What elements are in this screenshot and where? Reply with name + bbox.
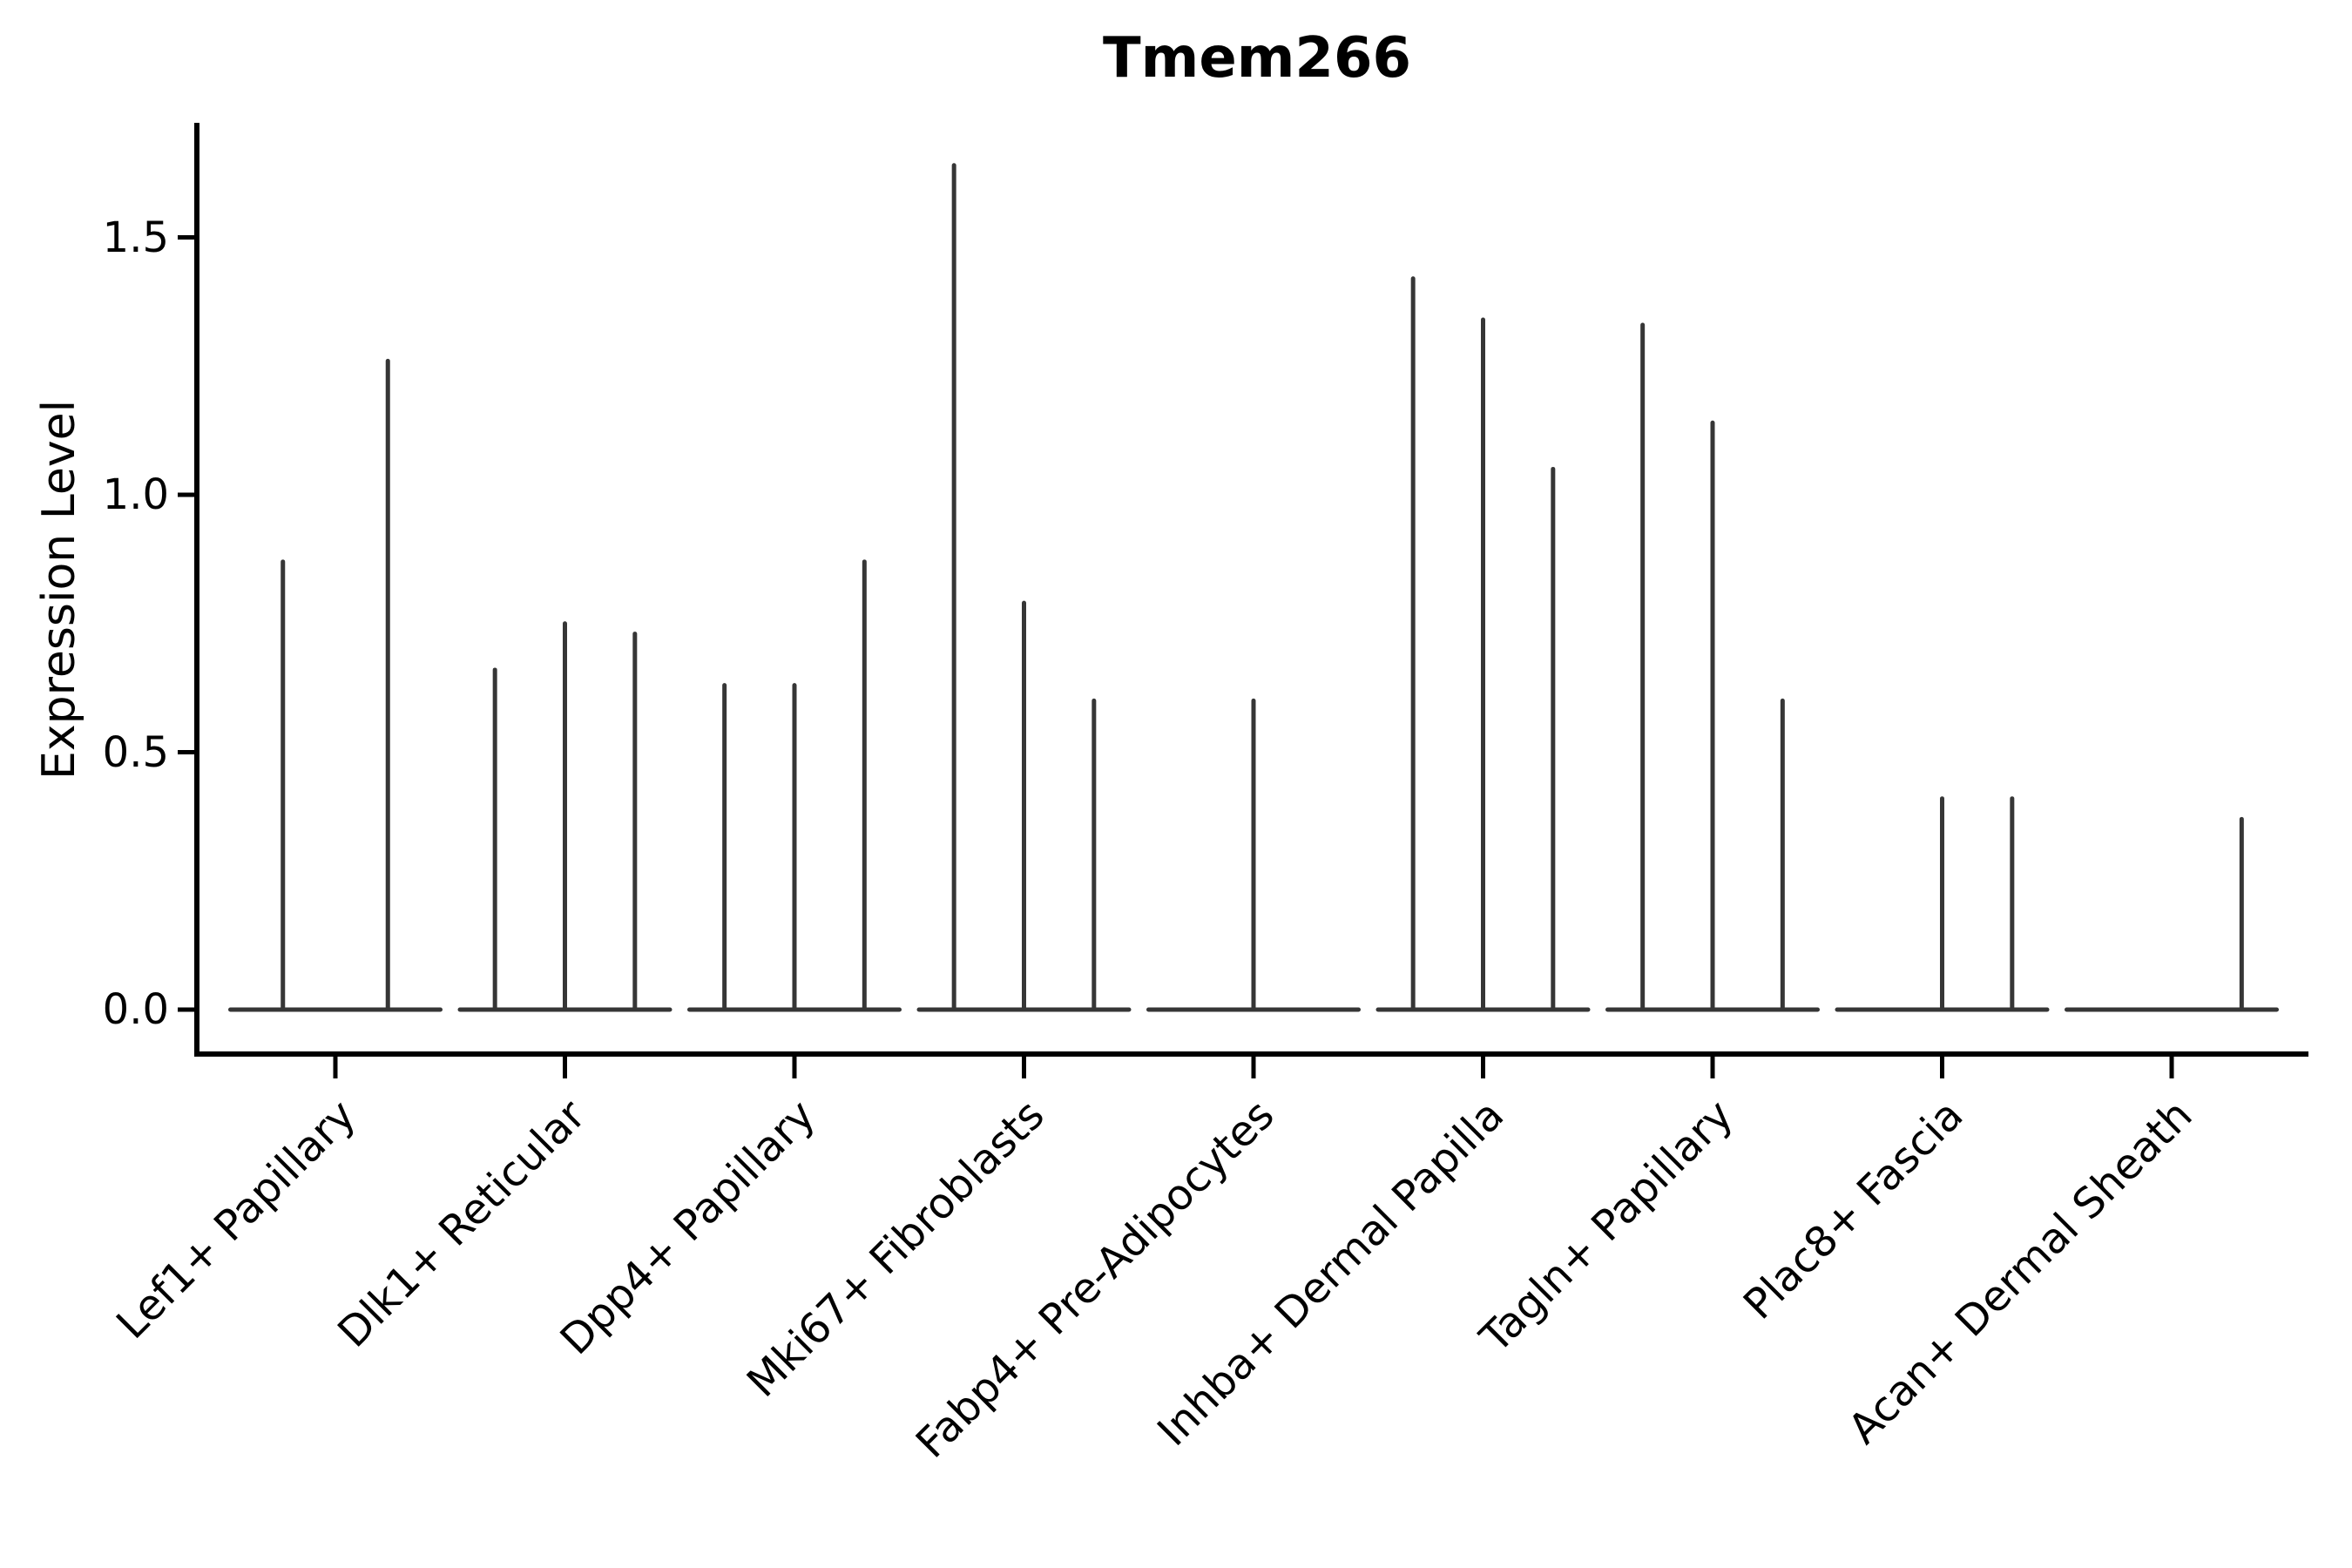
y-tick-label: 1.0 xyxy=(102,470,169,519)
chart-title: Tmem266 xyxy=(1102,26,1412,91)
y-tick-label: 0.0 xyxy=(102,985,169,1034)
y-tick-label: 1.5 xyxy=(102,213,169,262)
y-tick-label: 0.5 xyxy=(102,727,169,777)
y-axis-label-text: Expression Level xyxy=(33,399,85,781)
